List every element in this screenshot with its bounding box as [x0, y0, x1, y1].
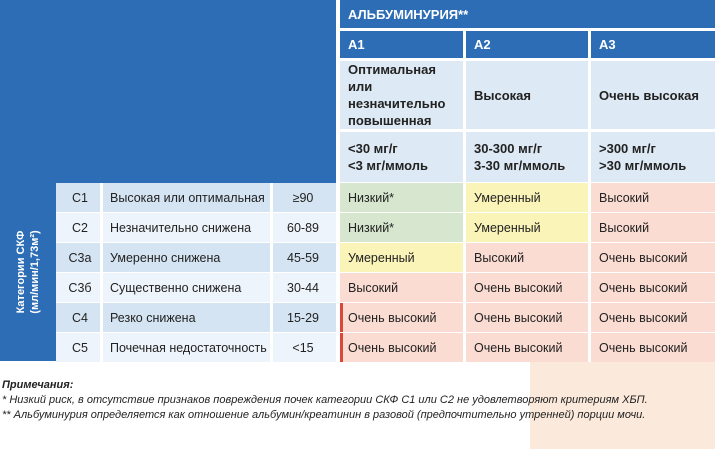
gfr-name: Существенно снижена — [110, 280, 242, 295]
albuminuria-range-a1: <30 мг/г <3 мг/ммоль — [340, 132, 463, 182]
gfr-value: 45-59 — [287, 250, 319, 265]
risk-cell: Умеренный — [466, 213, 588, 242]
gfr-name: Почечная недостаточность — [110, 340, 267, 355]
risk-cell: Очень высокий — [340, 303, 463, 332]
risk-cell: Очень высокий — [591, 273, 715, 302]
very-high-marker — [340, 303, 343, 332]
albuminuria-range-a2: 30-300 мг/г 3-30 мг/ммоль — [466, 132, 588, 182]
gfr-value: ≥90 — [292, 190, 314, 205]
column-separator — [100, 243, 103, 272]
risk-cell: Умеренный — [466, 183, 588, 212]
risk-cell: Очень высокий — [591, 303, 715, 332]
gfr-value: 15-29 — [287, 310, 319, 325]
column-separator — [270, 303, 273, 332]
risk-cell: Очень высокий — [466, 303, 588, 332]
column-separator — [270, 333, 273, 362]
gfr-name: Незначительно снижена — [110, 220, 252, 235]
gfr-name: Резко снижена — [110, 310, 196, 325]
gfr-label-title: Категории СКФ — [15, 230, 27, 314]
albuminuria-cat-a3: А3 — [591, 31, 715, 58]
range-mg-mmol: >30 мг/ммоль — [599, 158, 687, 173]
column-separator — [100, 213, 103, 242]
gfr-code: С2 — [72, 220, 88, 235]
albuminuria-cat-a2: А2 — [466, 31, 588, 58]
column-separator — [270, 273, 273, 302]
column-separator — [270, 183, 273, 212]
gfr-name: Высокая или оптимальная — [110, 190, 265, 205]
corner-header-block — [0, 0, 336, 183]
notes-title: Примечания: — [2, 379, 74, 391]
risk-cell: Очень высокий — [591, 333, 715, 362]
albuminuria-range-a3: >300 мг/г >30 мг/ммоль — [591, 132, 715, 182]
risk-cell: Высокий — [340, 273, 463, 302]
column-separator — [100, 303, 103, 332]
risk-cell: Очень высокий — [466, 333, 588, 362]
albuminuria-desc-a1: Оптимальная или незначительно повышенная — [340, 61, 463, 129]
gfr-label-units: (мл/мин/1,73м²) — [29, 230, 41, 314]
column-separator — [100, 183, 103, 212]
gfr-value: 30-44 — [287, 280, 319, 295]
gfr-code: С5 — [72, 340, 88, 355]
range-mg-mmol: 3-30 мг/ммоль — [474, 158, 566, 173]
background-decoration — [530, 362, 715, 449]
risk-cell: Высокий — [591, 183, 715, 212]
notes-section: Примечания: * Низкий риск, в отсутствие … — [2, 378, 714, 423]
gfr-name: Умеренно снижена — [110, 250, 221, 265]
range-mg-g: 30-300 мг/г — [474, 141, 543, 156]
gfr-code: С4 — [72, 310, 88, 325]
range-mg-g: >300 мг/г — [599, 141, 656, 156]
risk-cell: Высокий — [466, 243, 588, 272]
albuminuria-cat-a1: А1 — [340, 31, 463, 58]
albuminuria-desc-a3: Очень высокая — [591, 61, 715, 129]
range-mg-g: <30 мг/г — [348, 141, 398, 156]
very-high-marker — [340, 333, 343, 362]
gfr-value: 60-89 — [287, 220, 319, 235]
column-separator — [100, 333, 103, 362]
gfr-category-label: Категории СКФ (мл/мин/1,73м²) — [0, 183, 56, 361]
range-mg-mmol: <3 мг/ммоль — [348, 158, 429, 173]
risk-cell: Очень высокий — [340, 333, 463, 362]
gfr-code: С1 — [72, 190, 88, 205]
risk-cell: Очень высокий — [591, 243, 715, 272]
risk-cell: Умеренный — [340, 243, 463, 272]
gfr-code: С3а — [68, 250, 92, 265]
risk-cell: Низкий* — [340, 183, 463, 212]
gfr-code: С3б — [68, 280, 92, 295]
note-albuminuria: ** Альбуминурия определяется как отношен… — [2, 409, 646, 421]
albuminuria-header: АЛЬБУМИНУРИЯ** — [340, 0, 715, 28]
albuminuria-desc-a2: Высокая — [466, 61, 588, 129]
column-separator — [100, 273, 103, 302]
gfr-value: <15 — [292, 340, 314, 355]
column-separator — [270, 243, 273, 272]
risk-cell: Низкий* — [340, 213, 463, 242]
column-separator — [270, 213, 273, 242]
note-low-risk: * Низкий риск, в отсутствие признаков по… — [2, 394, 648, 406]
risk-cell: Высокий — [591, 213, 715, 242]
risk-cell: Очень высокий — [466, 273, 588, 302]
